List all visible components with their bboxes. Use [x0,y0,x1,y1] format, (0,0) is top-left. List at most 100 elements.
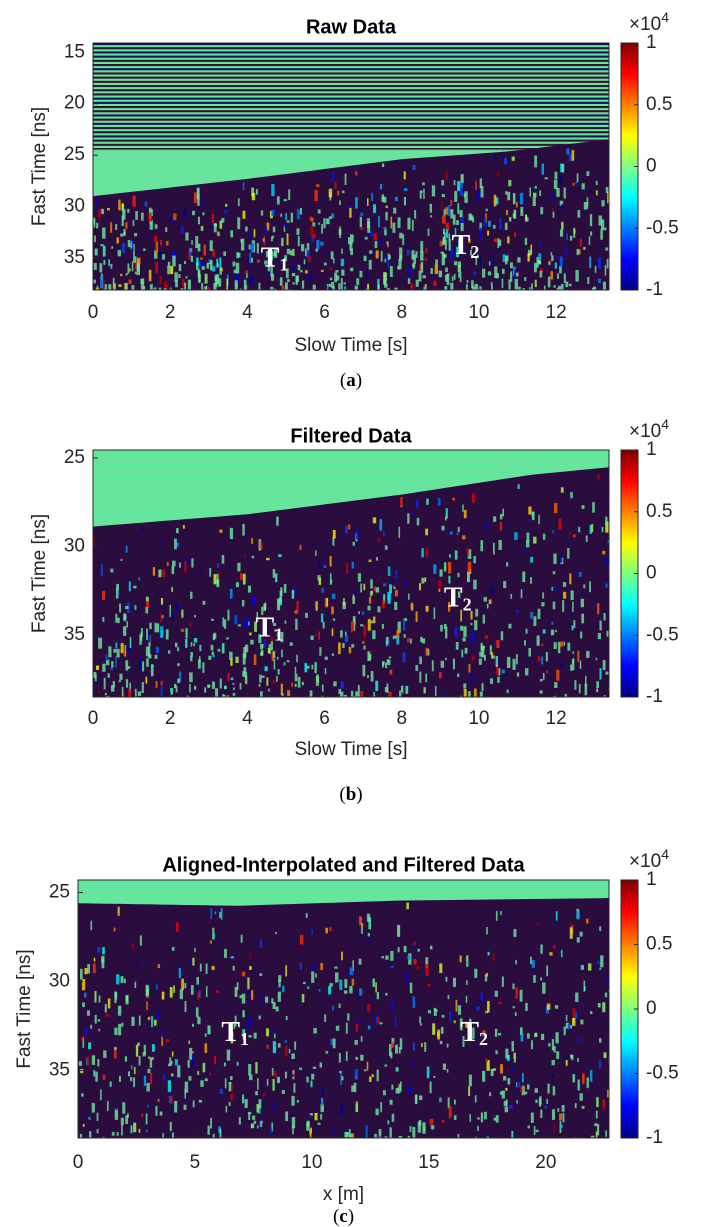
texture [470,610,473,620]
texture [599,1038,602,1043]
texture [203,244,206,256]
texture [352,596,356,604]
texture [422,182,425,186]
texture [598,257,602,269]
texture [326,218,330,225]
texture [170,1073,174,1077]
texture [275,1006,279,1012]
texture [328,216,332,219]
texture [527,1084,530,1090]
texture [382,662,384,668]
texture [239,995,243,999]
texture [596,688,599,693]
texture [490,1068,494,1077]
texture [312,964,316,970]
texture [202,1062,206,1073]
texture [459,271,462,283]
texture [563,265,566,268]
texture [339,226,341,238]
texture [424,1042,427,1052]
texture [295,275,299,282]
texture [248,1064,252,1076]
texture [414,511,416,517]
texture [547,1083,550,1094]
texture [514,1012,517,1017]
texture [526,532,530,542]
texture [604,265,607,276]
texture [514,232,516,237]
texture [154,250,158,259]
texture [276,516,279,526]
texture [116,648,120,658]
texture [527,1033,530,1039]
texture [93,161,609,163]
texture [525,1002,528,1011]
texture [206,286,210,290]
texture [364,236,368,240]
texture [125,660,129,671]
colorbar-tick-label: -1 [646,279,663,300]
texture [285,1111,289,1122]
texture [466,280,469,283]
texture [88,1116,91,1120]
texture [230,956,234,959]
texture [228,1082,232,1092]
texture [407,637,410,643]
texture [133,256,137,263]
texture [438,589,441,592]
texture [108,646,112,658]
texture [423,687,426,694]
texture [94,1014,97,1024]
texture [466,547,469,557]
texture [519,1027,523,1036]
texture [93,671,97,679]
texture [216,573,219,585]
texture [189,959,192,964]
texture [350,248,354,256]
annotation-sub: 1 [240,1029,249,1049]
texture [553,944,556,949]
texture [211,965,215,971]
texture [457,203,460,215]
texture [93,106,609,109]
texture [134,981,137,989]
texture [134,232,138,237]
texture [495,656,498,667]
texture [125,995,129,1005]
texture [345,634,348,643]
texture [277,669,280,675]
texture [350,690,354,697]
texture [322,621,325,629]
texture [271,998,274,1004]
texture [178,264,182,272]
texture [425,957,429,969]
texture [373,204,376,213]
texture [244,270,248,274]
texture [559,556,563,563]
texture [565,281,569,288]
texture [552,530,555,534]
texture [291,264,296,271]
texture [485,213,487,224]
texture [301,993,305,1003]
texture [601,244,604,249]
texture [466,980,468,985]
texture [352,594,355,599]
texture [475,180,477,191]
texture [168,1063,172,1067]
texture [407,955,411,960]
texture [149,284,153,290]
texture [219,678,222,689]
texture [471,631,475,644]
texture [367,675,369,679]
texture [601,200,605,207]
texture [536,256,539,268]
texture [559,229,564,237]
texture [479,222,482,231]
texture [441,1014,445,1018]
texture [541,643,544,647]
texture [579,660,582,669]
texture [315,634,317,637]
texture [165,240,169,246]
texture [209,260,213,271]
